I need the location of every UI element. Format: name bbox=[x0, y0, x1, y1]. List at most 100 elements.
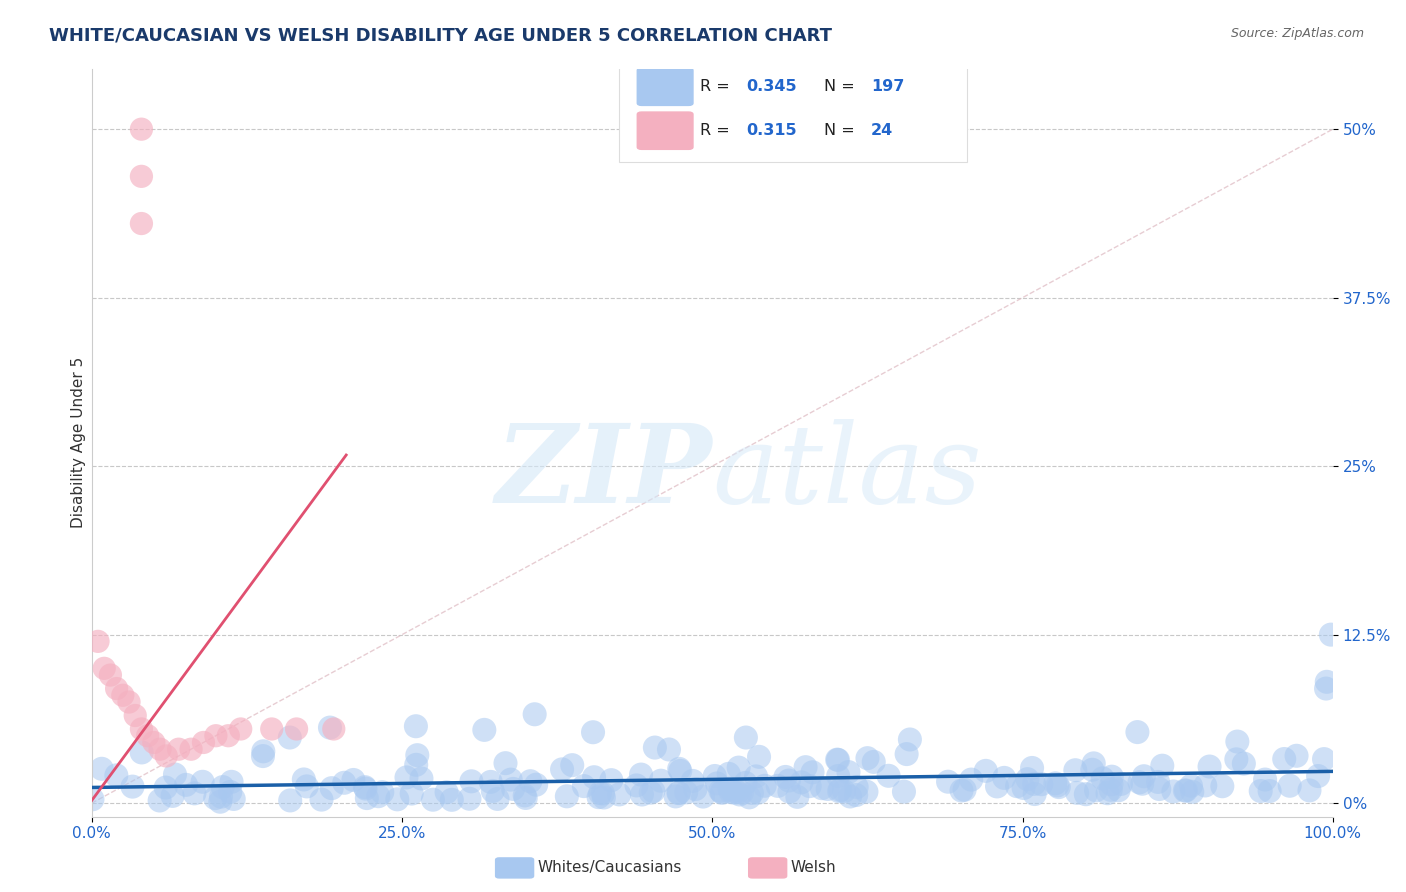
Point bbox=[1313, 752, 1336, 766]
Point bbox=[830, 783, 852, 797]
Point bbox=[229, 722, 252, 736]
Point bbox=[706, 776, 728, 790]
Point bbox=[252, 749, 274, 764]
Point bbox=[1021, 761, 1043, 775]
Point bbox=[131, 746, 153, 760]
Point bbox=[1258, 784, 1281, 798]
Text: 0.315: 0.315 bbox=[745, 123, 796, 138]
Point bbox=[692, 789, 714, 804]
Point bbox=[644, 740, 666, 755]
Point bbox=[827, 769, 849, 783]
Point bbox=[588, 790, 610, 805]
Point bbox=[322, 722, 344, 736]
Point bbox=[583, 770, 606, 784]
Point bbox=[668, 762, 690, 776]
Point bbox=[555, 789, 578, 804]
Point bbox=[1278, 779, 1301, 793]
Point bbox=[1285, 748, 1308, 763]
Point bbox=[209, 789, 232, 804]
Point bbox=[1130, 777, 1153, 791]
Point bbox=[855, 785, 877, 799]
Text: atlas: atlas bbox=[713, 418, 981, 526]
Point bbox=[1083, 756, 1105, 771]
Point bbox=[1099, 782, 1122, 797]
Point bbox=[748, 749, 770, 764]
Point bbox=[720, 785, 742, 799]
Point bbox=[136, 729, 159, 743]
Point bbox=[1091, 772, 1114, 786]
Point bbox=[519, 774, 541, 789]
Point bbox=[460, 774, 482, 789]
Point bbox=[993, 771, 1015, 785]
Point bbox=[142, 735, 165, 749]
Point bbox=[285, 722, 308, 736]
Point bbox=[1226, 734, 1249, 748]
Point bbox=[741, 786, 763, 800]
Point bbox=[371, 785, 394, 799]
Point bbox=[827, 753, 849, 767]
Point bbox=[131, 217, 153, 231]
Point bbox=[728, 788, 751, 802]
Point bbox=[1211, 779, 1233, 793]
Point bbox=[1081, 763, 1104, 777]
Point bbox=[1126, 725, 1149, 739]
Point bbox=[458, 791, 481, 805]
Point bbox=[191, 774, 214, 789]
Point bbox=[711, 785, 734, 799]
Point bbox=[217, 729, 239, 743]
Point bbox=[319, 721, 342, 735]
Point bbox=[149, 742, 172, 756]
Point bbox=[205, 729, 228, 743]
Point bbox=[738, 790, 761, 805]
Point bbox=[1147, 775, 1170, 789]
Point bbox=[986, 780, 1008, 794]
Point bbox=[828, 784, 851, 798]
Point bbox=[786, 789, 808, 804]
Point bbox=[321, 781, 343, 796]
Point bbox=[682, 773, 704, 788]
Point bbox=[105, 681, 128, 696]
Point bbox=[1017, 772, 1039, 786]
Point bbox=[643, 784, 665, 798]
Point bbox=[180, 742, 202, 756]
Point bbox=[524, 778, 547, 792]
Point bbox=[1046, 779, 1069, 793]
Point bbox=[1250, 784, 1272, 798]
Point bbox=[1133, 769, 1156, 783]
Text: N =: N = bbox=[824, 123, 860, 138]
Point bbox=[1306, 769, 1329, 783]
Point bbox=[405, 719, 427, 733]
Point bbox=[105, 768, 128, 782]
Point bbox=[839, 789, 862, 804]
Point bbox=[775, 770, 797, 784]
Point bbox=[685, 782, 707, 797]
Point bbox=[709, 784, 731, 798]
Point bbox=[1085, 783, 1108, 797]
Point bbox=[155, 748, 177, 763]
Point bbox=[162, 789, 184, 803]
Point bbox=[734, 776, 756, 790]
Point bbox=[278, 793, 301, 807]
Point bbox=[1181, 785, 1204, 799]
Point bbox=[354, 781, 377, 796]
Point bbox=[799, 779, 821, 793]
Point bbox=[658, 742, 681, 756]
Point bbox=[1254, 772, 1277, 787]
Point bbox=[1108, 783, 1130, 797]
Point bbox=[367, 789, 389, 804]
Point bbox=[1163, 784, 1185, 798]
Point bbox=[778, 773, 800, 788]
Point bbox=[440, 793, 463, 807]
Point bbox=[1066, 786, 1088, 800]
Point bbox=[845, 788, 868, 802]
Point bbox=[193, 735, 215, 749]
Point bbox=[395, 771, 418, 785]
Point bbox=[481, 784, 503, 798]
Point bbox=[640, 786, 662, 800]
Text: Welsh: Welsh bbox=[790, 861, 835, 875]
Text: Whites/Caucasians: Whites/Caucasians bbox=[537, 861, 682, 875]
Point bbox=[936, 774, 959, 789]
Point bbox=[82, 792, 104, 806]
Point bbox=[486, 792, 509, 806]
Point bbox=[582, 725, 605, 739]
